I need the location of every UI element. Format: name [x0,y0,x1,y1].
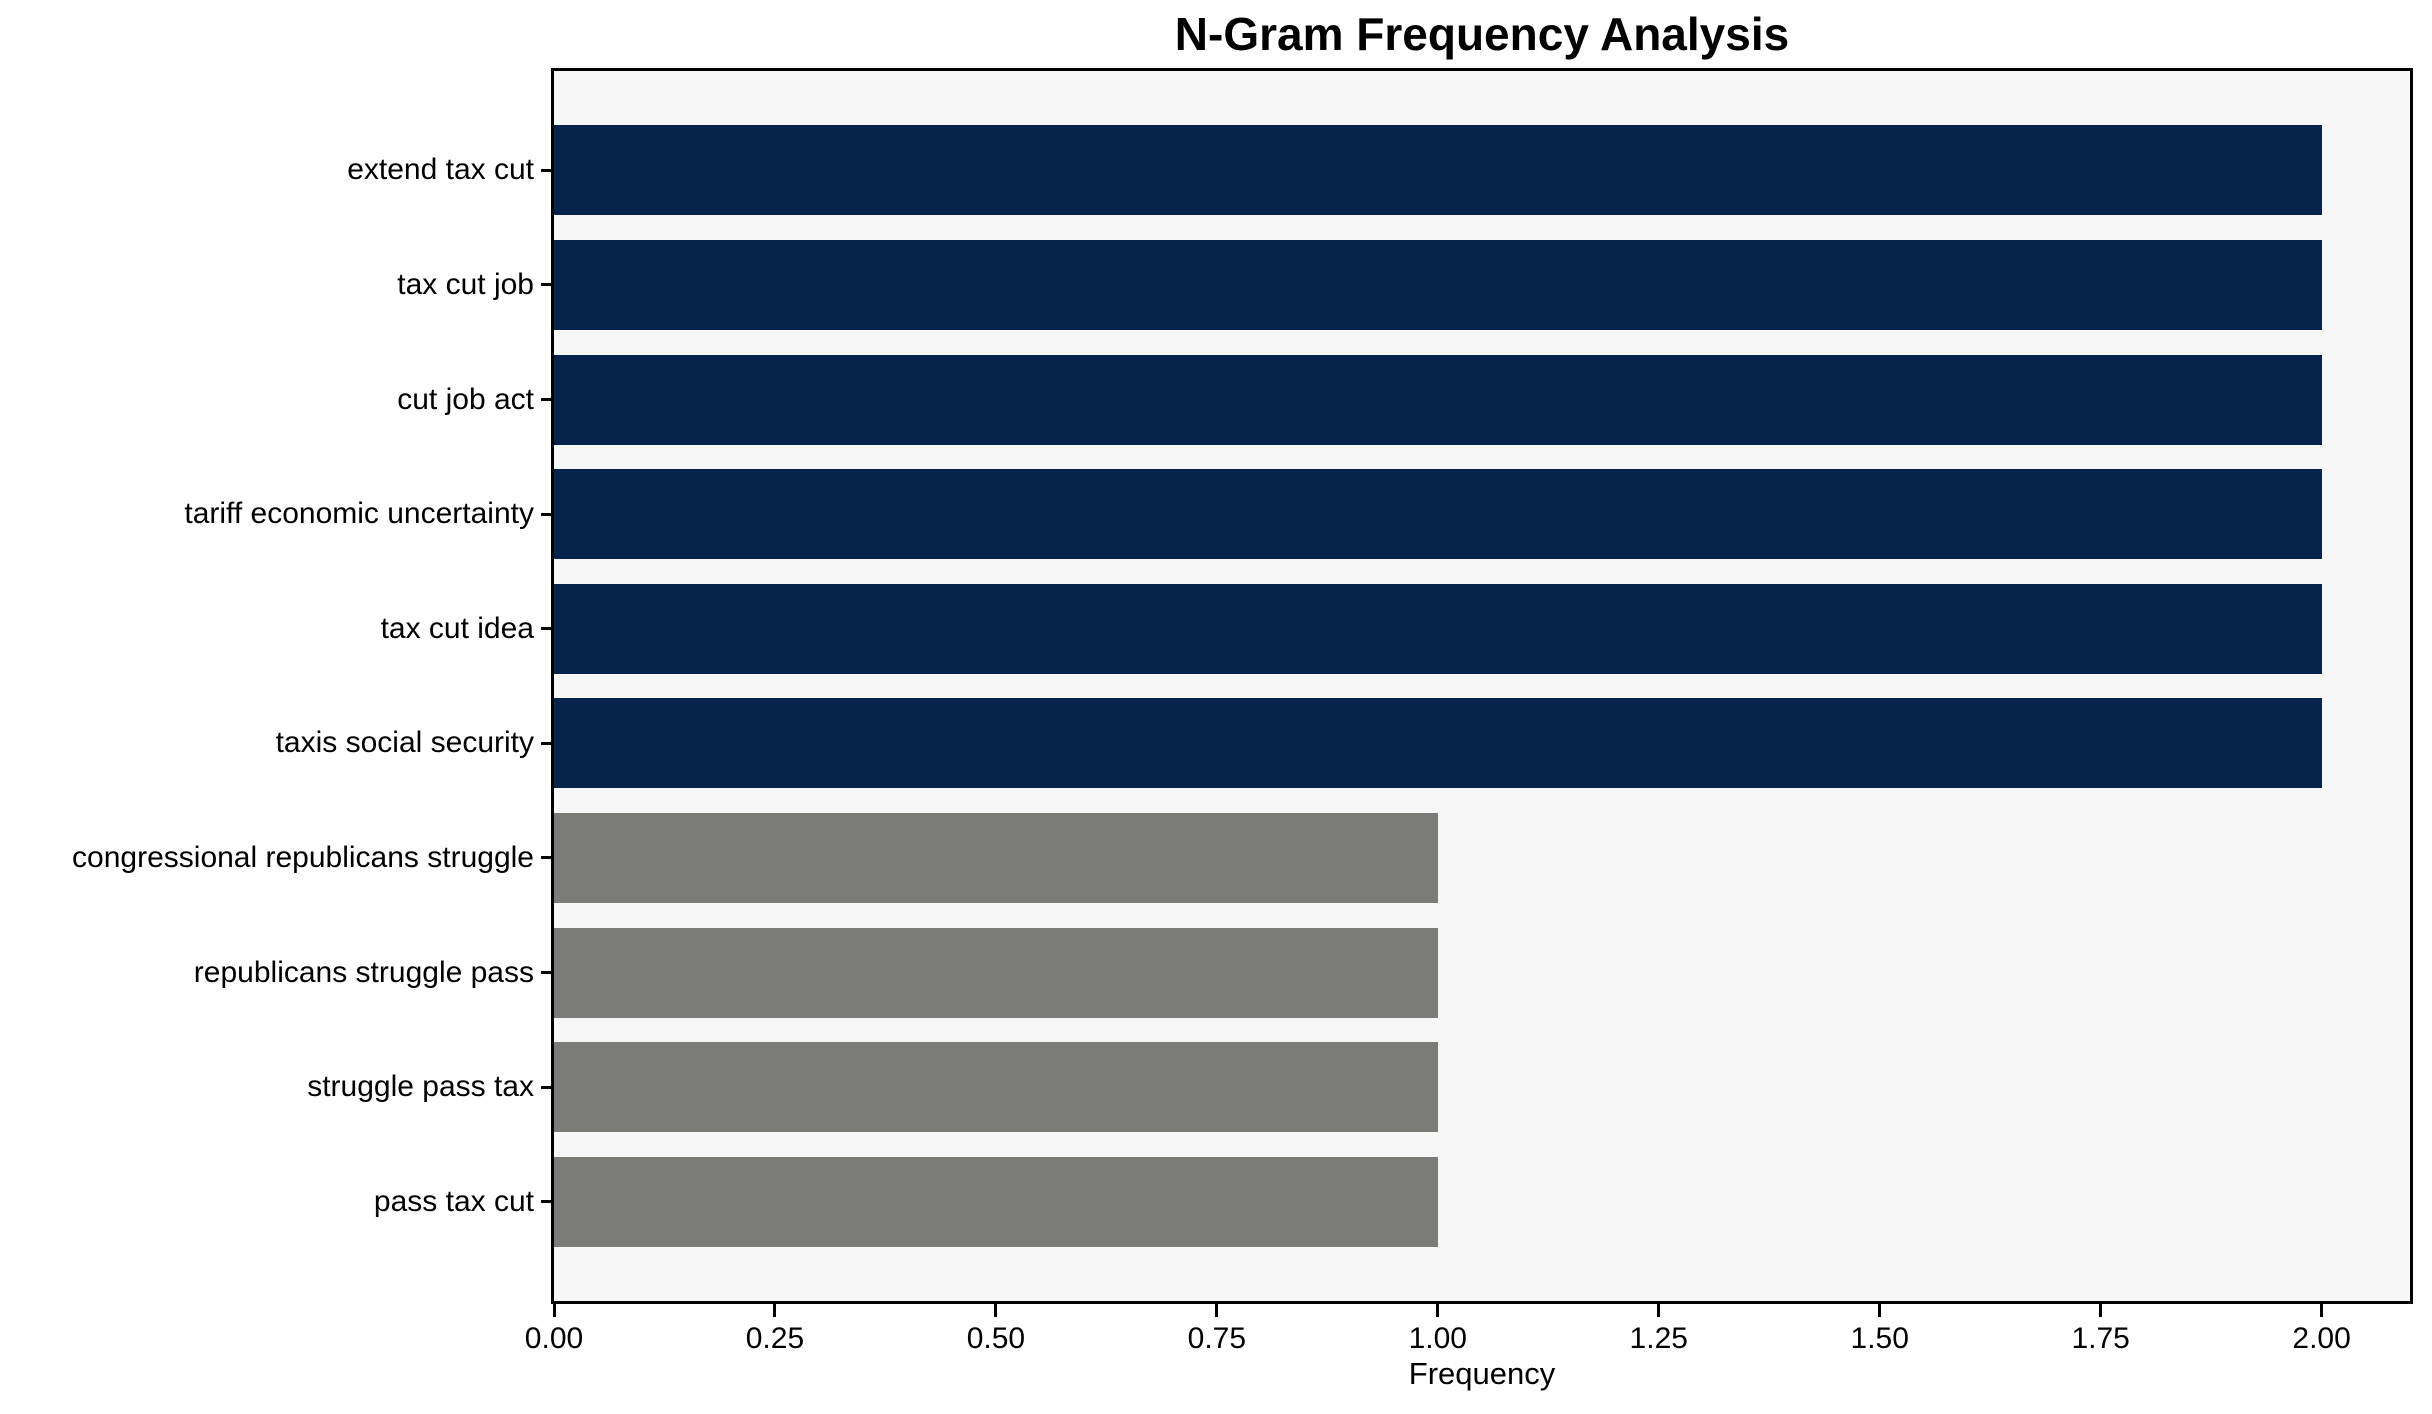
y-tick-mark [541,971,551,974]
y-tick-mark [541,168,551,172]
chart-title: N-Gram Frequency Analysis [1174,8,1790,60]
y-tick-mark [541,512,551,516]
plot-area [551,68,2413,1304]
bar [554,583,2322,674]
y-tick-mark [541,398,551,401]
x-tick-mark [1657,1304,1661,1317]
x-tick-label: 0.00 [524,1322,584,1355]
bar [554,812,1438,903]
x-tick-mark [552,1304,556,1317]
y-tick-mark [541,1200,551,1204]
bar [554,125,2322,216]
bar [554,469,2322,560]
y-tick-label: republicans struggle pass [193,955,534,989]
bar [554,1042,1438,1133]
y-tick-label: tax cut idea [380,611,534,645]
x-tick-mark [994,1304,998,1317]
bar [554,1156,1438,1247]
y-tick-mark [541,1085,551,1089]
bar [554,354,2322,445]
y-tick-label: extend tax cut [347,153,534,187]
x-tick-label: 0.50 [966,1322,1026,1355]
x-tick-mark [2320,1304,2324,1317]
y-tick-label: taxis social security [275,726,534,760]
y-tick-mark [541,283,551,287]
x-tick-mark [1436,1304,1440,1317]
y-tick-mark [541,856,551,860]
y-tick-label: pass tax cut [373,1184,534,1218]
x-tick-label: 1.75 [2071,1322,2130,1355]
x-tick-mark [1215,1304,1219,1317]
x-tick-label: 2.00 [2292,1322,2351,1355]
x-tick-mark [2099,1304,2103,1317]
y-tick-label: struggle pass tax [307,1070,534,1104]
x-tick-label: 1.00 [1408,1322,1467,1355]
y-tick-label: tariff economic uncertainty [184,497,534,531]
x-tick-mark [1878,1304,1882,1317]
bar [554,698,2322,789]
y-tick-label: cut job act [397,382,534,416]
x-tick-label: 1.25 [1629,1322,1688,1355]
x-axis-title: Frequency [1408,1356,1556,1391]
x-tick-label: 0.75 [1187,1322,1247,1355]
y-tick-mark [541,741,551,745]
bar [554,927,1438,1018]
y-tick-mark [541,627,551,631]
x-tick-label: 1.50 [1850,1322,1909,1355]
y-tick-label: congressional republicans struggle [72,840,534,874]
y-tick-label: tax cut job [397,267,534,301]
x-tick-mark [773,1304,777,1317]
bar [554,239,2322,330]
x-tick-label: 0.25 [745,1322,805,1355]
